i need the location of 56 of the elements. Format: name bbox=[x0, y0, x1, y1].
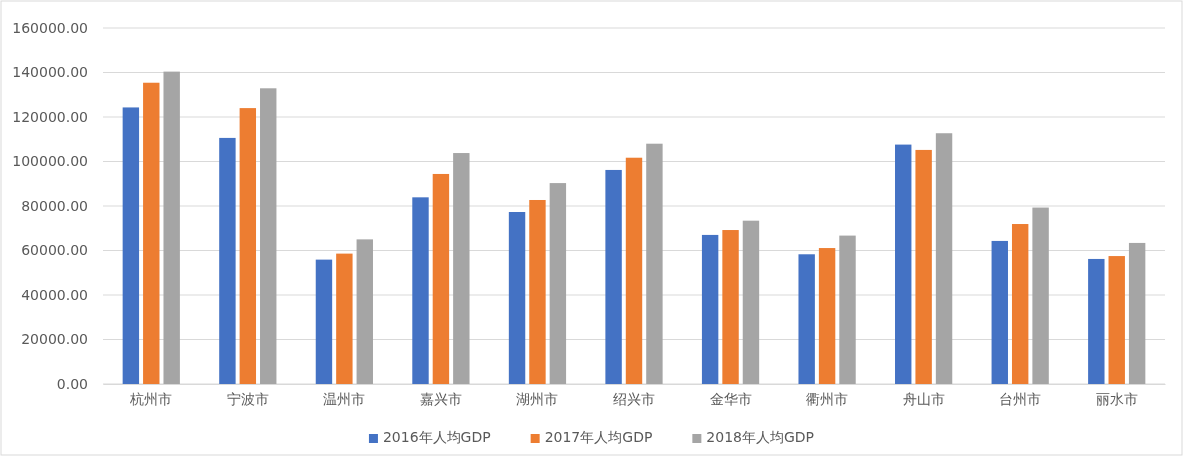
bar bbox=[163, 71, 180, 384]
y-tick-label: 80000.00 bbox=[21, 197, 88, 214]
y-tick-label: 0.00 bbox=[56, 375, 88, 392]
legend-label: 2016年人均GDP bbox=[382, 429, 491, 445]
x-tick-label: 丽水市 bbox=[1095, 390, 1138, 407]
bar bbox=[239, 108, 257, 384]
x-tick-label: 宁波市 bbox=[226, 390, 269, 407]
bar bbox=[260, 88, 277, 384]
bar bbox=[935, 133, 953, 384]
bar bbox=[432, 173, 450, 384]
x-tick-label: 金华市 bbox=[709, 390, 752, 407]
bar bbox=[895, 144, 912, 384]
bar bbox=[508, 212, 526, 384]
bar bbox=[991, 240, 1008, 384]
x-tick-label: 杭州市 bbox=[129, 390, 173, 407]
legend-label: 2017年人均GDP bbox=[544, 429, 653, 445]
bar bbox=[143, 82, 160, 384]
legend-label: 2018年人均GDP bbox=[706, 429, 815, 445]
bar bbox=[701, 234, 719, 384]
bar bbox=[818, 248, 836, 384]
bar bbox=[453, 153, 470, 384]
x-tick-label: 温州市 bbox=[323, 390, 366, 407]
x-tick-label: 舟山市 bbox=[902, 390, 945, 407]
y-tick-label: 140000.00 bbox=[12, 64, 88, 81]
bar bbox=[1088, 258, 1105, 384]
bar bbox=[798, 254, 815, 384]
bar bbox=[839, 235, 856, 384]
bar bbox=[605, 169, 622, 384]
x-tick-label: 湖州市 bbox=[516, 390, 559, 407]
x-tick-label: 衢州市 bbox=[806, 390, 849, 407]
bar bbox=[742, 220, 760, 384]
bar bbox=[315, 259, 333, 384]
bar bbox=[219, 137, 236, 384]
y-tick-label: 100000.00 bbox=[12, 153, 88, 170]
bar bbox=[529, 199, 546, 384]
x-tick-label: 嘉兴市 bbox=[419, 390, 462, 407]
y-tick-label: 160000.00 bbox=[12, 19, 88, 36]
y-tick-label: 120000.00 bbox=[12, 108, 88, 125]
y-tick-label: 60000.00 bbox=[21, 242, 88, 259]
bar bbox=[549, 183, 567, 384]
bar bbox=[412, 197, 429, 384]
bar bbox=[722, 230, 739, 384]
bar bbox=[915, 149, 932, 384]
bar bbox=[336, 253, 353, 384]
y-tick-label: 20000.00 bbox=[21, 331, 88, 348]
bar bbox=[1032, 207, 1049, 384]
bar bbox=[646, 143, 663, 384]
bar bbox=[122, 107, 140, 384]
bar bbox=[1128, 242, 1146, 384]
y-tick-label: 40000.00 bbox=[21, 286, 88, 303]
bar bbox=[1011, 224, 1029, 384]
x-tick-label: 台州市 bbox=[999, 390, 1042, 407]
x-tick-label: 绍兴市 bbox=[613, 390, 655, 407]
bar bbox=[356, 239, 373, 384]
bar bbox=[1108, 256, 1125, 384]
bar bbox=[625, 157, 643, 384]
